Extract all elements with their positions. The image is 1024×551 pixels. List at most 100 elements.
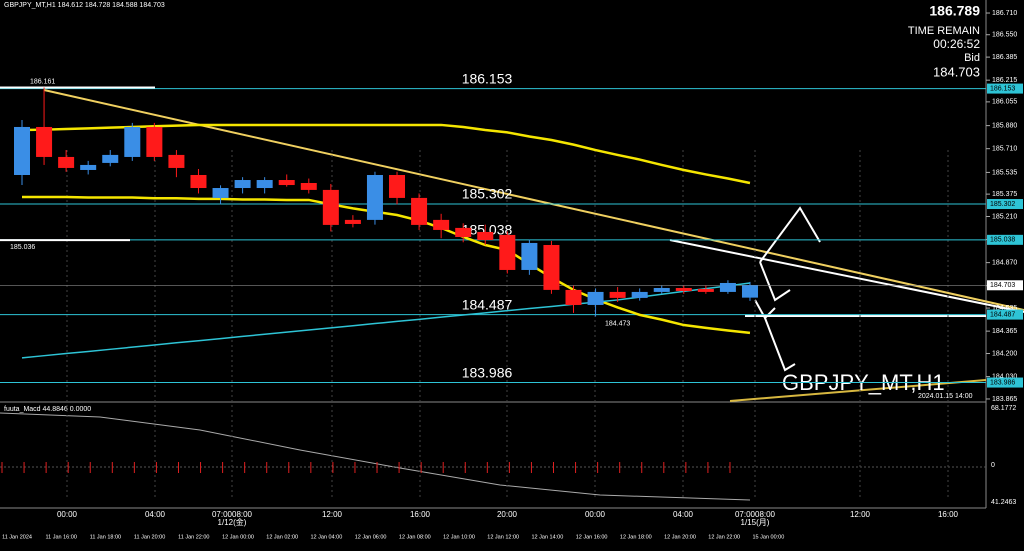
y-tick-label: 186.710 bbox=[992, 10, 1017, 17]
x-time-label: 04:00 bbox=[673, 510, 694, 519]
y-tick-label: 185.375 bbox=[992, 191, 1017, 198]
level-label: 186.153 bbox=[462, 70, 513, 86]
x-time-label: 00:00 bbox=[585, 510, 606, 519]
y-tick-label: 185.210 bbox=[992, 213, 1017, 220]
candle-body bbox=[278, 180, 295, 186]
x-bar-label: 12 Jan 14:00 bbox=[531, 534, 563, 540]
x-bar-label: 12 Jan 20:00 bbox=[664, 534, 696, 540]
x-bar-label: 11 Jan 22:00 bbox=[178, 534, 209, 540]
level-label: 185.038 bbox=[462, 222, 513, 238]
y-tick-label: 184.870 bbox=[992, 259, 1017, 266]
candle-body bbox=[146, 126, 163, 157]
x-bar-label: 11 Jan 16:00 bbox=[45, 534, 76, 540]
y-tick-label: 183.865 bbox=[992, 396, 1017, 403]
candle-body bbox=[411, 197, 428, 225]
overlay-line bbox=[21, 123, 751, 185]
axis-price-box bbox=[987, 83, 1023, 94]
bid: 184.703 bbox=[933, 64, 980, 79]
x-bar-label: 12 Jan 02:00 bbox=[266, 534, 298, 540]
arrow bbox=[764, 317, 796, 372]
trend-line bbox=[669, 239, 1024, 313]
time-remain: 00:26:52 bbox=[933, 37, 980, 51]
candle-body bbox=[124, 126, 141, 157]
x-bar-label: 11 Jan 18:00 bbox=[90, 534, 121, 540]
overlay-line bbox=[22, 195, 751, 335]
x-bar-label: 12 Jan 00:00 bbox=[222, 534, 254, 540]
x-time-label: 12:00 bbox=[850, 510, 871, 519]
axis-price-box bbox=[987, 199, 1023, 210]
high-price: 186.789 bbox=[929, 3, 980, 19]
axis-price-box bbox=[987, 309, 1023, 320]
x-bar-label: 12 Jan 04:00 bbox=[310, 534, 342, 540]
candle-body bbox=[675, 287, 692, 291]
candle-body bbox=[190, 174, 207, 189]
x-bar-label: 12 Jan 08:00 bbox=[399, 534, 431, 540]
swing-label: 186.161 bbox=[30, 78, 55, 85]
level-label: 184.487 bbox=[462, 296, 513, 312]
y-tick-label: 184.535 bbox=[992, 305, 1017, 312]
trend-line bbox=[43, 89, 1024, 311]
macd-axis-label: 0 bbox=[991, 462, 995, 469]
candle-body bbox=[212, 188, 229, 198]
candle-body bbox=[344, 219, 361, 224]
x-bar-label: 11 Jan 20:00 bbox=[134, 534, 165, 540]
candle-body bbox=[58, 156, 75, 168]
y-tick-label: 184.030 bbox=[992, 373, 1017, 380]
axis-price-label: 186.153 bbox=[990, 85, 1015, 92]
y-tick-label: 184.365 bbox=[992, 328, 1017, 335]
x-bar-label: 12 Jan 16:00 bbox=[576, 534, 608, 540]
candle-body bbox=[322, 189, 339, 225]
candle-body bbox=[565, 289, 582, 305]
candle-body bbox=[543, 244, 560, 290]
level-label: 183.986 bbox=[462, 364, 513, 380]
candle-body bbox=[741, 285, 758, 298]
y-tick-label: 186.385 bbox=[992, 54, 1017, 61]
trend-line bbox=[729, 379, 987, 402]
x-time-label: 20:00 bbox=[497, 510, 518, 519]
macd-label: fuuta_Macd 44.8846 0.0000 bbox=[4, 406, 91, 413]
x-time-label: 07:0008:00 bbox=[735, 510, 776, 519]
candle-body bbox=[168, 154, 185, 168]
axis-price-label: 184.703 bbox=[990, 282, 1015, 289]
candle-body bbox=[102, 154, 119, 163]
level-label: 185.302 bbox=[462, 186, 513, 202]
arrow bbox=[759, 261, 791, 302]
time-remain-label: TIME REMAIN bbox=[908, 25, 980, 37]
x-bar-label: 15 Jan 00:00 bbox=[752, 534, 784, 540]
x-time-label: 16:00 bbox=[410, 510, 431, 519]
bid-label: Bid bbox=[964, 52, 980, 64]
candle-body bbox=[366, 174, 383, 220]
candle-body bbox=[36, 126, 53, 157]
candle-body bbox=[455, 227, 472, 237]
y-tick-label: 185.880 bbox=[992, 122, 1017, 129]
y-tick-label: 186.550 bbox=[992, 32, 1017, 39]
candle-body bbox=[499, 234, 516, 270]
arrow bbox=[759, 206, 821, 263]
x-time-label: 16:00 bbox=[938, 510, 959, 519]
candle-body bbox=[719, 282, 736, 292]
candle-body bbox=[433, 219, 450, 230]
swing-label: 185.036 bbox=[10, 244, 35, 251]
candle-body bbox=[631, 291, 648, 298]
x-bar-label: 12 Jan 10:00 bbox=[443, 534, 475, 540]
axis-price-label: 183.986 bbox=[990, 379, 1015, 386]
axis-price-box bbox=[987, 377, 1023, 388]
y-tick-label: 184.200 bbox=[992, 350, 1017, 357]
y-tick-label: 186.215 bbox=[992, 77, 1017, 84]
x-bar-label: 12 Jan 18:00 bbox=[620, 534, 652, 540]
macd-axis-label: 68.1772 bbox=[991, 405, 1016, 412]
candle-body bbox=[477, 231, 494, 240]
candle-body bbox=[587, 291, 604, 305]
candle-body bbox=[609, 291, 626, 298]
x-bar-label: 11 Jan 2024 bbox=[2, 534, 32, 540]
header: GBPJPY_MT,H1 184.612 184.728 184.588 184… bbox=[4, 2, 165, 9]
candle-body bbox=[234, 180, 251, 189]
y-tick-label: 186.055 bbox=[992, 99, 1017, 106]
axis-price-label: 184.487 bbox=[990, 311, 1015, 318]
macd-axis-label: 41.2463 bbox=[991, 499, 1016, 506]
x-time-label: 04:00 bbox=[145, 510, 166, 519]
candle-body bbox=[521, 242, 538, 270]
candle-body bbox=[389, 174, 406, 198]
